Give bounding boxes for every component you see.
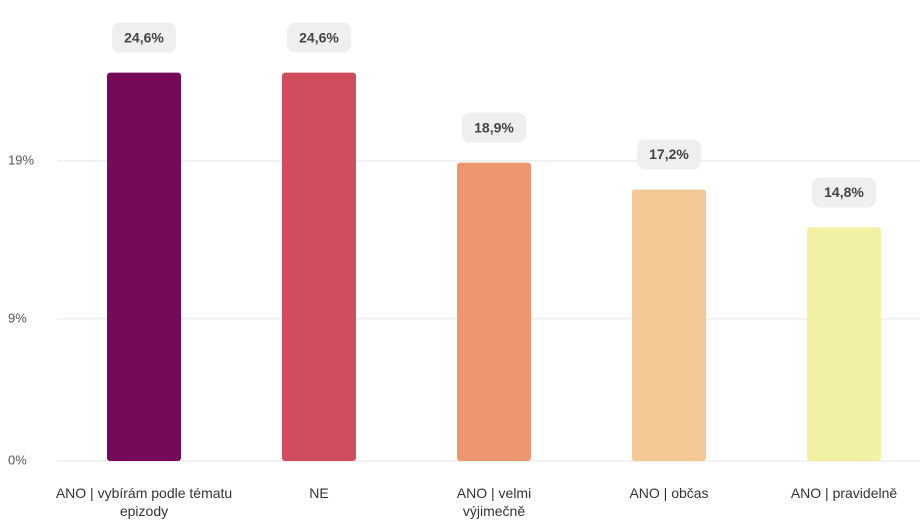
value-label-bg <box>287 22 351 53</box>
x-tick-label: ANO | pravidelně <box>790 485 898 501</box>
value-label: 24,6% <box>124 29 164 45</box>
bar <box>807 227 881 461</box>
bar <box>632 189 706 461</box>
bar <box>282 72 356 461</box>
value-label: 17,2% <box>649 146 689 162</box>
value-label-bg <box>462 112 526 143</box>
value-label-bg <box>637 139 701 170</box>
y-tick-label: 9% <box>8 310 27 325</box>
x-tick-label: NE <box>309 485 329 501</box>
y-tick-label: 19% <box>8 152 34 167</box>
value-label-bg <box>112 22 176 53</box>
value-label: 14,8% <box>824 184 864 200</box>
value-label-bg <box>812 177 876 208</box>
value-label: 18,9% <box>474 119 514 135</box>
x-tick-label: ANO | velmi výjimečně <box>456 485 532 519</box>
x-tick-label: ANO | občas <box>629 485 709 501</box>
y-tick-label: 0% <box>8 452 27 467</box>
bar <box>107 72 181 461</box>
bar <box>457 162 531 461</box>
value-label: 24,6% <box>299 29 339 45</box>
x-tick-label: ANO | vybírám podle tématu epizody <box>55 485 233 519</box>
